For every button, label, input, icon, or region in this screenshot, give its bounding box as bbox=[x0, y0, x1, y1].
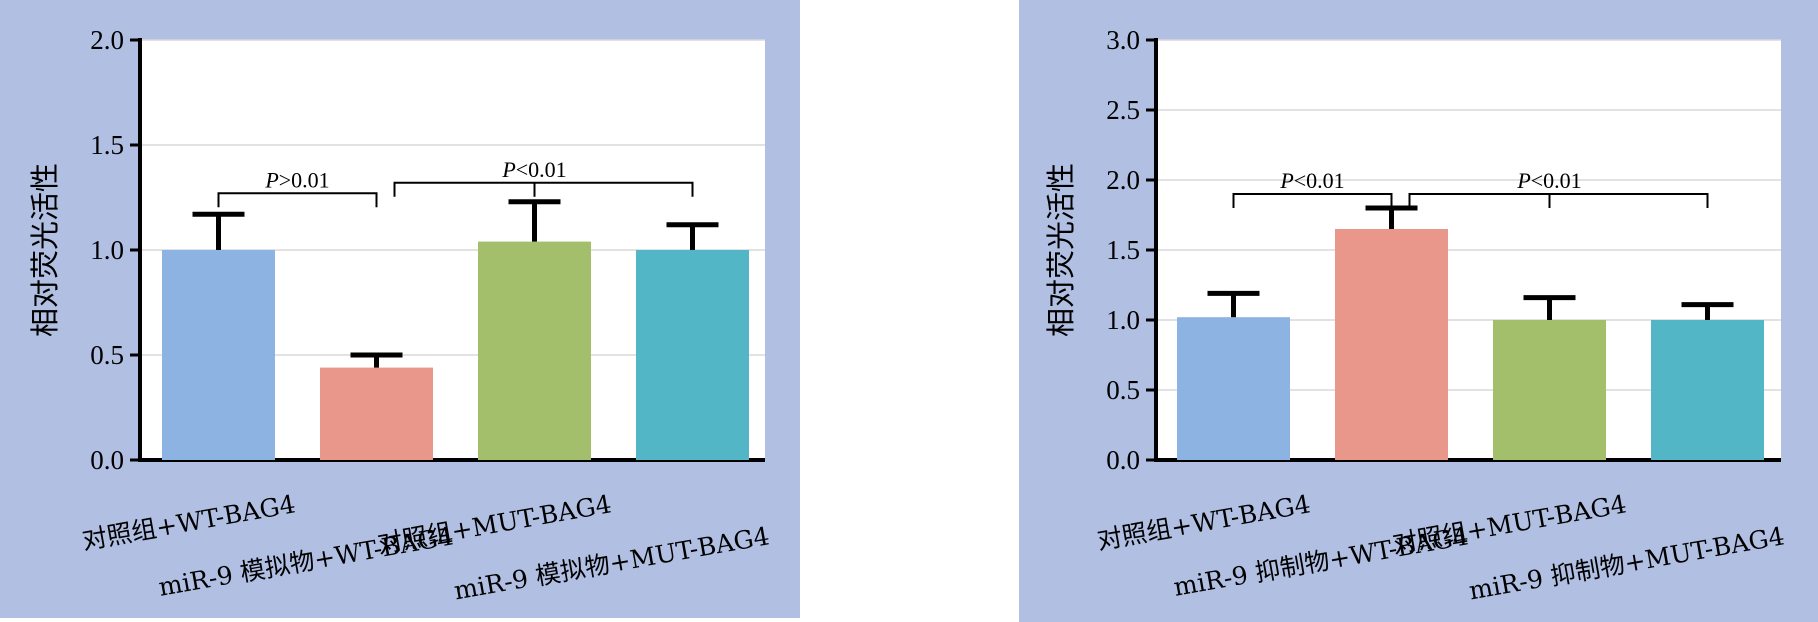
p-value-label: P<0.01 bbox=[1279, 168, 1344, 193]
bar-1 bbox=[1177, 317, 1290, 460]
significance-bracket bbox=[393, 181, 694, 197]
y-axis-title: 相对荧光活性 bbox=[28, 163, 62, 337]
y-tick-label: 1.0 bbox=[90, 235, 124, 265]
y-tick-label: 0.5 bbox=[1106, 375, 1140, 405]
y-tick-label: 2.0 bbox=[90, 25, 124, 55]
significance-bracket bbox=[1232, 193, 1393, 208]
bar-3 bbox=[478, 241, 591, 460]
y-tick-label: 1.0 bbox=[1106, 305, 1140, 335]
bar-2 bbox=[320, 367, 433, 460]
y-tick-label: 0.0 bbox=[1106, 445, 1140, 475]
p-value-label: P<0.01 bbox=[1516, 168, 1581, 193]
bar-3 bbox=[1493, 320, 1606, 460]
y-axis-title: 相对荧光活性 bbox=[1044, 163, 1078, 337]
significance-bracket bbox=[1408, 193, 1709, 208]
bar-4 bbox=[636, 250, 749, 460]
y-tick-label: 2.0 bbox=[1106, 165, 1140, 195]
y-tick-label: 1.5 bbox=[1106, 235, 1140, 265]
bar-4 bbox=[1651, 320, 1764, 460]
y-tick-label: 1.5 bbox=[90, 130, 124, 160]
y-tick-label: 0.5 bbox=[90, 340, 124, 370]
p-value-label: P>0.01 bbox=[264, 167, 329, 192]
p-value-label: P<0.01 bbox=[501, 157, 566, 182]
y-tick-label: 0.0 bbox=[90, 445, 124, 475]
y-tick-label: 3.0 bbox=[1106, 25, 1140, 55]
y-tick-label: 2.5 bbox=[1106, 95, 1140, 125]
bar-2 bbox=[1335, 229, 1448, 460]
bar-1 bbox=[162, 250, 275, 460]
significance-bracket bbox=[217, 192, 378, 208]
